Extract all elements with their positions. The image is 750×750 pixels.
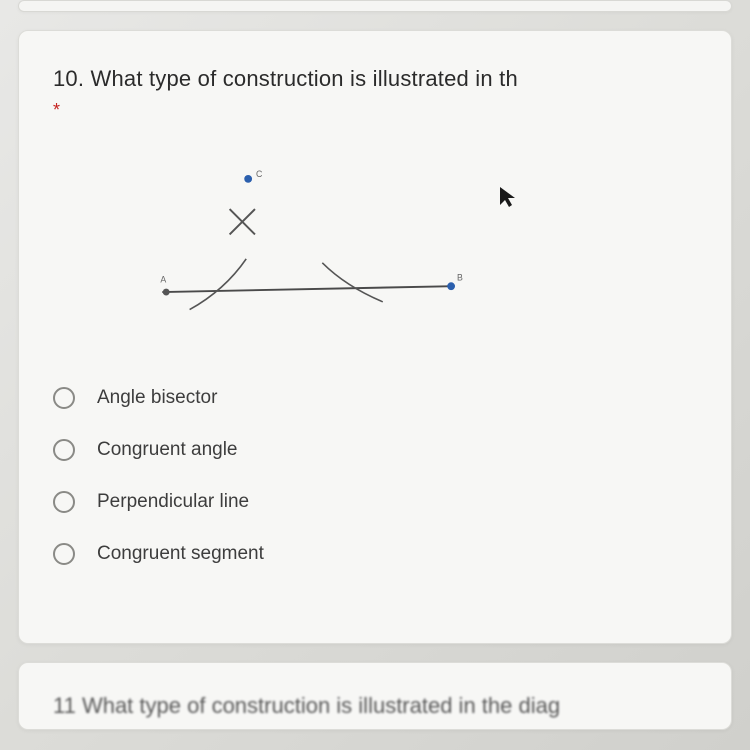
point-c [244, 175, 252, 183]
arc-1 [190, 258, 247, 309]
point-a-label: A [160, 274, 166, 284]
option-perpendicular-line[interactable]: Perpendicular line [53, 491, 697, 513]
option-label: Congruent angle [97, 439, 238, 461]
point-a [163, 288, 170, 295]
radio-icon[interactable] [53, 543, 75, 565]
radio-icon[interactable] [53, 387, 75, 409]
segment-ab [162, 286, 453, 292]
previous-card-edge [18, 0, 732, 12]
option-label: Angle bisector [97, 387, 217, 409]
question-text: 10. What type of construction is illustr… [53, 65, 697, 94]
next-question-card: 11 What type of construction is illustra… [18, 662, 732, 730]
option-angle-bisector[interactable]: Angle bisector [53, 387, 697, 409]
radio-icon[interactable] [53, 491, 75, 513]
next-question-text: 11 What type of construction is illustra… [53, 693, 697, 719]
option-label: Congruent segment [97, 543, 264, 565]
arc-2 [322, 262, 382, 301]
construction-diagram: C A B [53, 149, 697, 359]
option-label: Perpendicular line [97, 491, 249, 513]
cursor-icon [498, 185, 518, 215]
diagram-svg: C A B [53, 149, 697, 359]
option-congruent-angle[interactable]: Congruent angle [53, 439, 697, 461]
question-card: 10. What type of construction is illustr… [18, 30, 732, 644]
option-congruent-segment[interactable]: Congruent segment [53, 543, 697, 565]
point-b [447, 282, 455, 290]
required-marker: * [53, 100, 697, 121]
options-group: Angle bisector Congruent angle Perpendic… [53, 387, 697, 565]
radio-icon[interactable] [53, 439, 75, 461]
point-b-label: B [457, 272, 463, 282]
point-c-label: C [256, 169, 262, 179]
